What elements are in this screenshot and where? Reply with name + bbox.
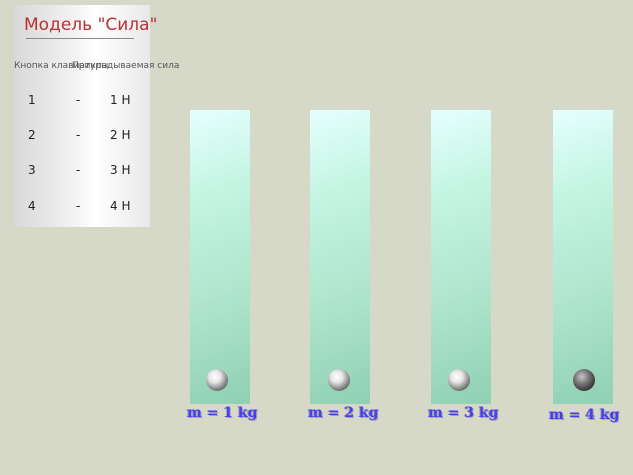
tube-mass-3 [431, 110, 491, 404]
legend-header-key: Кнопка клавиатуры [14, 61, 109, 71]
ball-mass-2[interactable] [328, 369, 350, 391]
legend-key: 1 [28, 93, 36, 107]
legend-row: 4 - 4 Н [14, 199, 150, 215]
mass-label-2: m = 2 kg [308, 405, 379, 421]
force-legend-panel: Модель "Сила" Кнопка клавиатуры Приклады… [14, 5, 180, 227]
ball-mass-4[interactable] [573, 369, 595, 391]
ball-mass-1[interactable] [206, 369, 228, 391]
legend-dash: - [76, 163, 81, 177]
tube-mass-4 [553, 110, 613, 404]
legend-divider [26, 38, 134, 39]
legend-row: 2 - 2 Н [14, 128, 150, 144]
mass-label-4: m = 4 kg [549, 407, 620, 423]
legend-row: 3 - 3 Н [14, 163, 150, 179]
legend-row: 1 - 1 Н [14, 93, 150, 109]
legend-key: 3 [28, 163, 36, 177]
tube-mass-1 [190, 110, 250, 404]
legend-dash: - [76, 199, 81, 213]
legend-header-force: Прикладываемая сила [72, 61, 180, 71]
legend-force: 2 Н [110, 128, 131, 142]
legend-dash: - [76, 128, 81, 142]
tube-mass-2 [310, 110, 370, 404]
legend-force: 1 Н [110, 93, 131, 107]
legend-dash: - [76, 93, 81, 107]
legend-key: 2 [28, 128, 36, 142]
legend-title: Модель "Сила" [24, 15, 158, 35]
mass-label-1: m = 1 kg [187, 405, 258, 421]
legend-key: 4 [28, 199, 36, 213]
mass-label-3: m = 3 kg [428, 405, 499, 421]
ball-mass-3[interactable] [448, 369, 470, 391]
legend-force: 4 Н [110, 199, 131, 213]
legend-force: 3 Н [110, 163, 131, 177]
